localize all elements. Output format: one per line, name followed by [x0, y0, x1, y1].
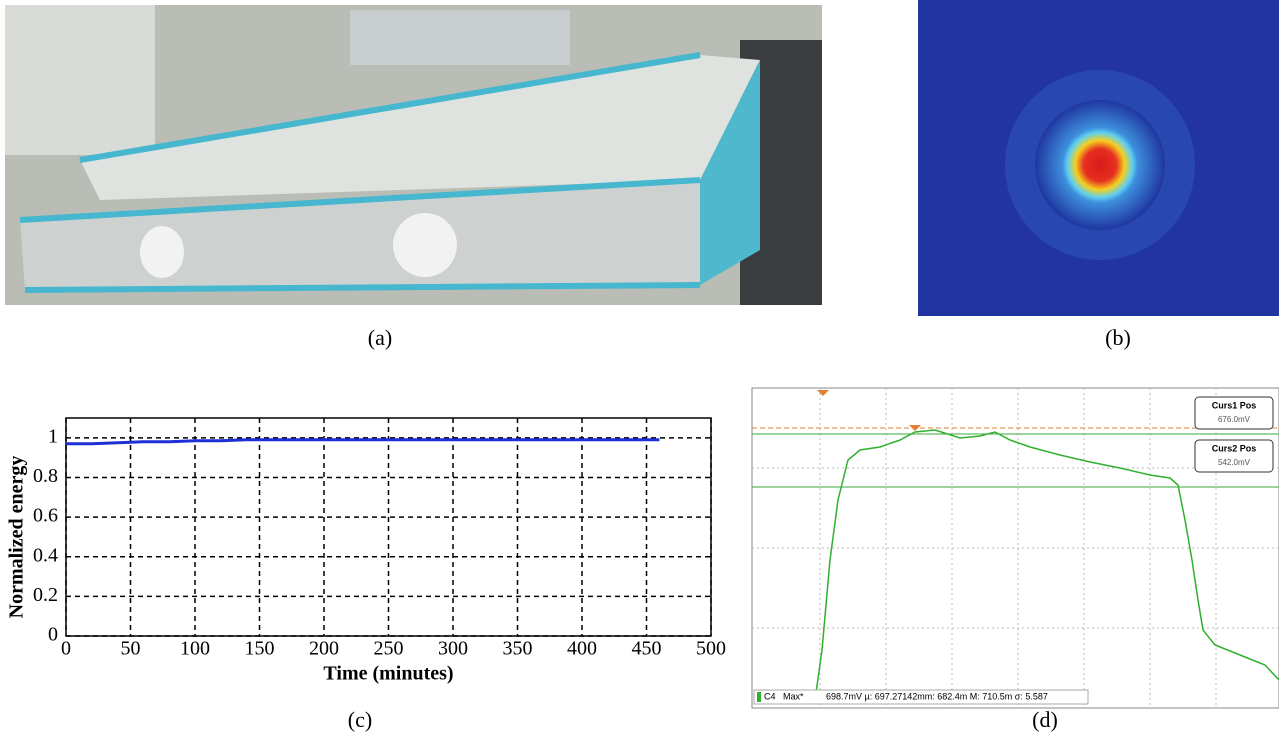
- x-tick-label: 500: [696, 638, 726, 660]
- y-axis-label: Normalized energy: [6, 456, 28, 619]
- measure: Max*: [783, 691, 804, 701]
- photo: [5, 5, 822, 305]
- y-tick-label: 1: [48, 425, 58, 447]
- x-tick-label: 0: [61, 638, 71, 660]
- x-tick-label: 50: [121, 638, 141, 660]
- y-tick-label: 0.4: [33, 544, 58, 566]
- stats: 698.7mV µ: 697.27142mm: 682.4m M: 710.5m…: [826, 691, 1048, 701]
- panel-label: (c): [348, 707, 372, 732]
- y-tick-label: 0.6: [33, 505, 58, 527]
- y-tick-label: 0.8: [33, 465, 58, 487]
- x-axis-label: Time (minutes): [323, 663, 453, 685]
- beam-profile: [918, 0, 1279, 316]
- data-line: [66, 438, 660, 446]
- cursor-title: Curs2 Pos: [1212, 443, 1257, 453]
- x-tick-label: 100: [180, 638, 210, 660]
- x-tick-label: 350: [503, 638, 533, 660]
- panel-label: (b): [1105, 325, 1131, 350]
- x-tick-label: 200: [309, 638, 339, 660]
- x-tick-label: 300: [438, 638, 468, 660]
- x-tick-label: 150: [245, 638, 275, 660]
- channel: C4: [764, 691, 776, 701]
- x-tick-label: 250: [374, 638, 404, 660]
- cursor-value: 676.0mV: [1218, 415, 1251, 424]
- cursor-title: Curs1 Pos: [1212, 400, 1257, 410]
- chart: 0 0.2 0.4 0.6 0.8 1 0 50 100 150 200 250 300 350 400 45…: [6, 417, 726, 685]
- y-tick-label: 0: [48, 624, 58, 646]
- y-tick-label: 0.2: [33, 584, 58, 606]
- panel-label: (a): [368, 325, 392, 350]
- x-tick-label: 450: [632, 638, 662, 660]
- panel-label: (d): [1032, 707, 1058, 732]
- cursor-value: 542.0mV: [1218, 458, 1251, 467]
- x-tick-label: 400: [567, 638, 597, 660]
- oscilloscope: Curs1 Pos 676.0mV Curs2 Pos 542.0mV C4 M…: [751, 387, 1279, 709]
